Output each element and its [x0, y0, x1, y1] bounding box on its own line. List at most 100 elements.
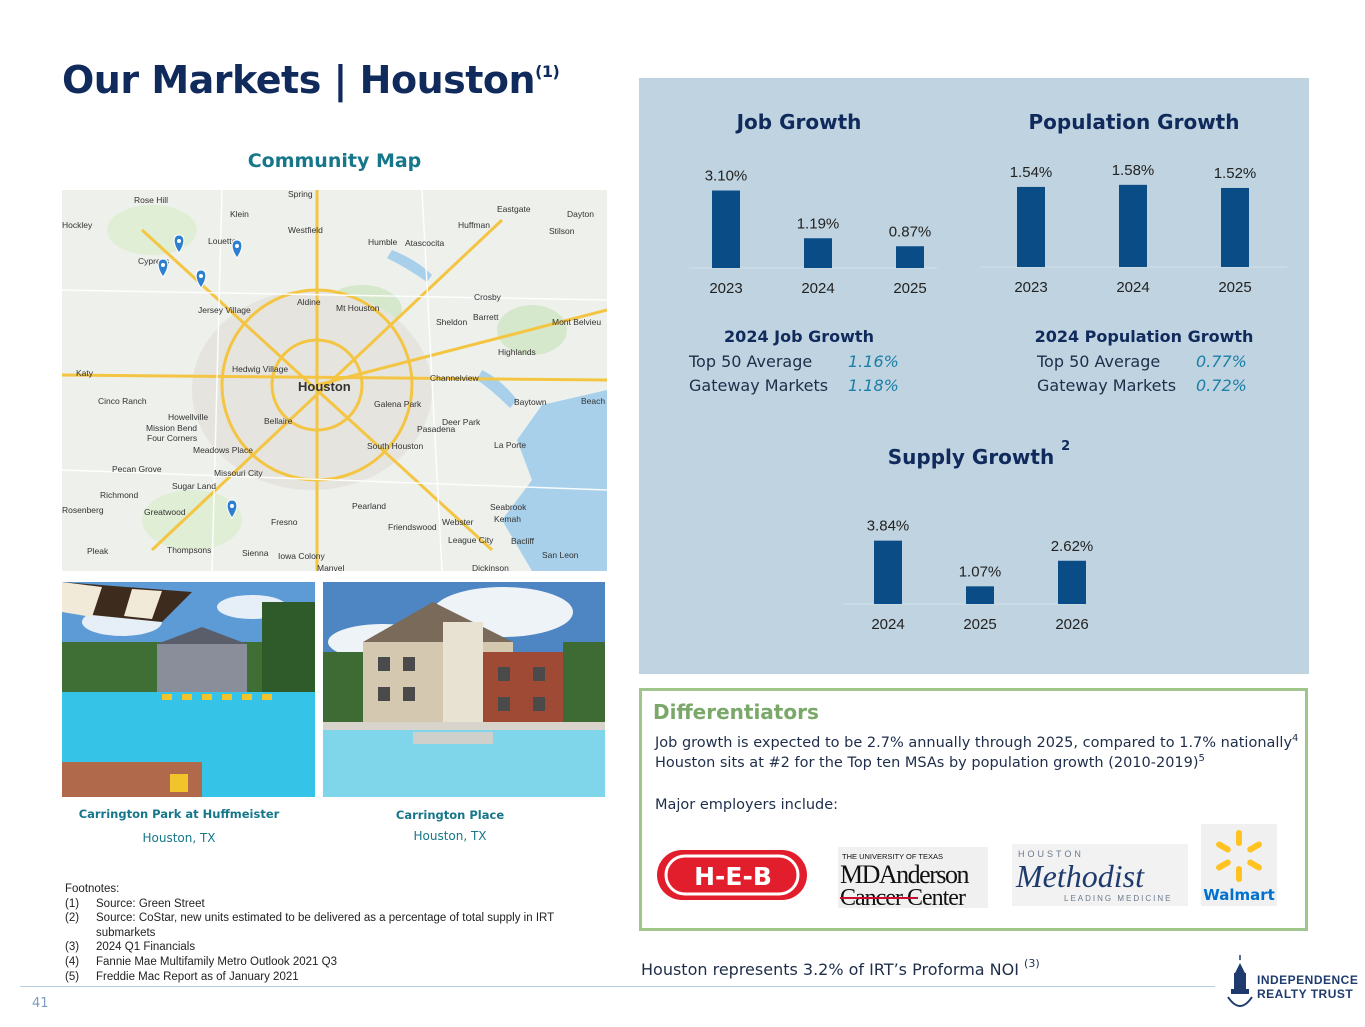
- irt-logo-line2: REALTY TRUST: [1257, 987, 1354, 1001]
- map-pin-icon[interactable]: [173, 234, 185, 254]
- property-name-carrington-park: Carrington Park at Huffmeister: [78, 807, 280, 821]
- map-place-label: Bacliff: [511, 536, 535, 546]
- map-place-label: Pecan Grove: [112, 464, 162, 474]
- footnote-item: (3) 2024 Q1 Financials: [65, 941, 196, 954]
- map-place-label: Pasadena: [417, 424, 456, 434]
- map-place-label: Mt Houston: [336, 303, 380, 313]
- pop-growth-top50-label: Top 50 Average: [1037, 352, 1161, 371]
- property-city-carrington-park: Houston, TX: [142, 831, 216, 845]
- map-place-label: La Porte: [494, 440, 526, 450]
- chart-bar: [1058, 560, 1086, 604]
- chart-value-label: 1.54%: [1010, 164, 1053, 181]
- chart-value-label: 3.10%: [705, 168, 748, 185]
- chart-bar: [1119, 184, 1147, 267]
- svg-text:Walmart: Walmart: [1203, 886, 1275, 904]
- chart-value-label: 1.58%: [1112, 162, 1155, 179]
- map-place-label: Klein: [230, 209, 249, 219]
- population-growth-title: Population Growth: [1028, 110, 1240, 134]
- map-pin-dot: [161, 263, 165, 267]
- differentiators-box: Differentiators Job growth is expected t…: [639, 688, 1308, 931]
- chart-bar: [804, 238, 832, 268]
- job-growth-gateway-value: 1.18%: [848, 376, 899, 395]
- chart-bar: [874, 540, 902, 604]
- supply-growth-title: Supply Growth 2: [887, 439, 1071, 469]
- svg-text:HOUSTON: HOUSTON: [1018, 849, 1084, 859]
- map-pin-icon[interactable]: [226, 499, 238, 519]
- pop-growth-2024-title: 2024 Population Growth: [1034, 327, 1254, 346]
- population-growth-chart: 1.54% 2023 1.58% 2024 1.52% 2025: [981, 150, 1291, 300]
- chart-bar: [712, 190, 740, 268]
- differentiator-population-rank: Houston sits at #2 for the Top ten MSAs …: [655, 753, 1205, 771]
- major-employers-label: Major employers include:: [655, 797, 839, 813]
- chart-value-label: 3.84%: [867, 518, 910, 535]
- map-place-label: Eastgate: [497, 204, 531, 214]
- map-place-label: Pearland: [352, 501, 386, 511]
- footnotes-heading: Footnotes:: [65, 883, 120, 895]
- map-place-label: Greatwood: [144, 507, 186, 517]
- map-place-label: League City: [448, 535, 494, 545]
- property-city-carrington-place: Houston, TX: [413, 829, 487, 843]
- photo-carrington-place-pool: [323, 582, 605, 797]
- job-growth-chart: 3.10% 2023 1.19% 2024 0.87% 2025: [659, 160, 939, 300]
- heb-logo: H-E-B: [656, 847, 810, 903]
- map-place-label: Seabrook: [490, 502, 527, 512]
- map-place-label: Sienna: [242, 548, 269, 558]
- map-place-label: Cinco Ranch: [98, 396, 147, 406]
- map-place-label: Four Corners: [147, 433, 197, 443]
- map-place-label: Jersey Village: [198, 305, 251, 315]
- map-place-label: Sugar Land: [172, 481, 216, 491]
- map-place-label: Mont Belvieu: [552, 317, 601, 327]
- map-place-label: Howellville: [168, 412, 208, 422]
- map-place-label: Baytown: [514, 397, 547, 407]
- map-place-label: Cypress: [138, 256, 169, 266]
- chart-category-label: 2025: [1218, 279, 1251, 296]
- map-place-label: Hockley: [62, 220, 93, 230]
- pop-growth-top50-value: 0.77%: [1196, 352, 1247, 371]
- map-pin-dot: [199, 274, 203, 278]
- map-place-label: Pleak: [87, 546, 109, 556]
- map-pin-icon[interactable]: [231, 239, 243, 259]
- job-growth-title: Job Growth: [736, 110, 862, 134]
- svg-text:MDAnderson: MDAnderson: [840, 860, 969, 889]
- map-place-label: South Houston: [367, 441, 424, 451]
- map-pin-icon[interactable]: [157, 258, 169, 278]
- property-name-carrington-place: Carrington Place: [395, 808, 505, 822]
- map-place-label: Spring: [288, 190, 313, 199]
- map-pin-icon[interactable]: [195, 269, 207, 289]
- differentiator-job-growth: Job growth is expected to be 2.7% annual…: [655, 733, 1299, 751]
- community-map[interactable]: Rose Hill Spring Eastgate Dayton Hockley Klei…: [62, 190, 607, 571]
- map-place-label: Katy: [76, 368, 94, 378]
- map-place-label: Huffman: [458, 220, 490, 230]
- pop-growth-gateway-label: Gateway Markets: [1037, 376, 1177, 395]
- job-growth-gateway-label: Gateway Markets: [689, 376, 829, 395]
- map-place-label: Meadows Place: [193, 445, 253, 455]
- map-place-label: Atascocita: [405, 238, 444, 248]
- md-anderson-logo: THE UNIVERSITY OF TEXAS MDAnderson Cance…: [838, 847, 988, 911]
- chart-value-label: 2.62%: [1051, 538, 1094, 555]
- map-place-label: Aldine: [297, 297, 321, 307]
- houston-methodist-logo: HOUSTON Methodist LEADING MEDICINE: [1012, 844, 1188, 906]
- chart-bar: [1221, 187, 1249, 267]
- footnote-item: (5) Freddie Mac Report as of January 2021: [65, 970, 299, 983]
- map-place-label: Fresno: [271, 517, 298, 527]
- chart-value-label: 1.07%: [959, 563, 1002, 580]
- community-map-title: Community Map: [247, 150, 422, 172]
- footnote-item: (2) Source: CoStar, new units estimated t…: [65, 912, 554, 939]
- map-pin-dot: [177, 239, 181, 243]
- map-place-label: Louetta: [208, 236, 237, 246]
- chart-category-label: 2024: [1116, 279, 1149, 296]
- footnote-item: (4) Fannie Mae Multifamily Metro Outlook …: [65, 955, 337, 968]
- map-place-label: Deer Park: [442, 417, 481, 427]
- chart-bar: [896, 246, 924, 268]
- page-title: Our Markets | Houston(1): [62, 58, 560, 102]
- chart-category-label: 2023: [709, 280, 742, 297]
- chart-category-label: 2024: [801, 280, 834, 297]
- job-growth-2024-title: 2024 Job Growth: [724, 327, 874, 346]
- irt-emblem-icon: [1227, 955, 1253, 1007]
- map-place-label: Missouri City: [214, 468, 263, 478]
- job-growth-top50-value: 1.16%: [848, 352, 899, 371]
- map-place-label: Iowa Colony: [278, 551, 326, 561]
- map-place-label: Rosenberg: [62, 505, 104, 515]
- map-place-label: Channelview: [430, 373, 480, 383]
- svg-text:Cancer Center: Cancer Center: [840, 885, 966, 908]
